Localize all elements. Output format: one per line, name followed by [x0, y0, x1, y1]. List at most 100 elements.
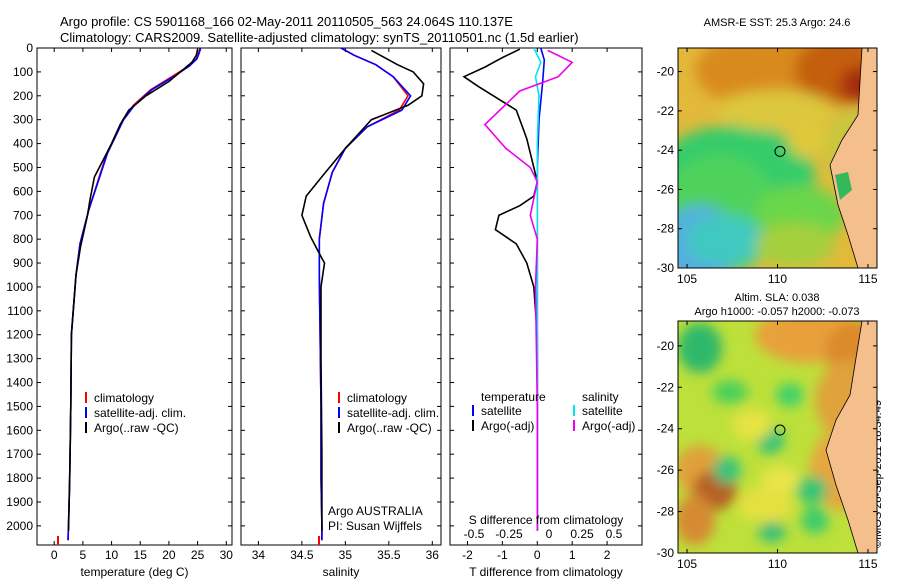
y-tick-label: 1700 — [6, 447, 33, 461]
s-tick-label: 0 — [546, 527, 553, 541]
map-title-sla: Altim. SLA: 0.038 — [735, 292, 820, 304]
y-tick-label: 200 — [13, 89, 33, 103]
legend-label: Argo(-adj) — [582, 419, 635, 433]
legend-label: salinity — [582, 390, 619, 404]
sst-blob — [788, 122, 828, 158]
x-tick-label: 105 — [677, 557, 697, 571]
panel-temperature: 0 5 10 15 20 25 300100200300400500600700800900… — [6, 41, 233, 579]
x-tick-label: 20 — [162, 548, 176, 562]
plot-title-line1: Argo profile: CS 5901168_166 02-May-2011… — [60, 14, 513, 29]
y-tick-label: 1400 — [6, 376, 33, 390]
y-tick-label: 400 — [13, 137, 33, 151]
x-tick-label: 105 — [677, 272, 697, 286]
sla-blob — [713, 456, 741, 484]
y-tick-label: -26 — [657, 182, 675, 196]
y-tick-label: 100 — [13, 65, 33, 79]
plot-frame — [449, 47, 643, 546]
y-tick-label: -24 — [657, 143, 675, 157]
y-tick-label: -24 — [657, 422, 675, 436]
x-tick-label: 34 — [252, 548, 266, 562]
y-tick-label: -26 — [657, 463, 675, 477]
x-tick-label: -1 — [497, 548, 508, 562]
s-tick-label: 0.5 — [606, 527, 623, 541]
panel-salinity: 34 34.5 35 35.5 36 salinity — [240, 47, 442, 579]
plot-title-line2: Climatology: CARS2009. Satellite-adjuste… — [60, 30, 579, 45]
y-tick-label: -22 — [657, 104, 675, 118]
argo-location-marker — [774, 424, 786, 436]
x-tick-label: 0 — [51, 548, 58, 562]
sst-blob — [755, 223, 835, 267]
sla-blob — [796, 476, 828, 504]
legend-label: climatology — [94, 391, 154, 405]
x-tick-label: 115 — [858, 272, 877, 286]
y-tick-label: 1200 — [6, 328, 33, 342]
plot-frame — [36, 47, 233, 546]
legend-label: Argo(..raw -QC) — [347, 421, 432, 435]
sla-blob — [776, 383, 804, 407]
y-tick-label: 600 — [13, 184, 33, 198]
plot-frame — [240, 47, 442, 546]
y-tick-label: 1900 — [6, 495, 33, 509]
map-title-sst: AMSR-E SST: 25.3 Argo: 24.6 — [704, 17, 851, 29]
annotation-line1: Argo AUSTRALIA — [328, 504, 423, 518]
map-sst_map: 105 110 115 -20 -22 -24 -26 -28 -30 — [657, 47, 878, 286]
map-field — [678, 48, 877, 268]
x-tick-label: 35.5 — [377, 548, 401, 562]
y-tick-label: -30 — [657, 546, 675, 560]
y-tick-label: -22 — [657, 380, 675, 394]
y-tick-label: 500 — [13, 160, 33, 174]
legend-label: satellite-adj. clim. — [94, 406, 186, 420]
sla-blob — [678, 495, 715, 545]
s-tick-label: 0.25 — [570, 527, 594, 541]
legend-label: satellite — [582, 404, 623, 418]
x-tick-label: 25 — [191, 548, 205, 562]
legend-label: Argo(..raw -QC) — [94, 421, 179, 435]
x-axis-label: T difference from climatology — [469, 565, 623, 579]
y-tick-label: 1500 — [6, 399, 33, 413]
x-tick-label: 5 — [80, 548, 87, 562]
legend-label: satellite-adj. clim. — [347, 406, 439, 420]
x-tick-label: 36 — [426, 548, 440, 562]
s-axis-label: S difference from climatology — [469, 513, 624, 527]
legend-label: climatology — [347, 391, 407, 405]
x-tick-label: 110 — [768, 272, 787, 286]
map-field — [678, 321, 877, 553]
y-tick-label: 2000 — [6, 519, 33, 533]
x-tick-label: 2 — [604, 548, 611, 562]
x-tick-label: 0 — [534, 548, 541, 562]
legend-label: temperature — [481, 390, 546, 404]
y-tick-label: 800 — [13, 232, 33, 246]
x-tick-label: 115 — [858, 557, 877, 571]
y-tick-label: 900 — [13, 256, 33, 270]
x-tick-label: 35 — [339, 548, 353, 562]
sla-blob — [760, 466, 800, 494]
land-australia — [825, 321, 877, 553]
legend-label: satellite — [481, 404, 522, 418]
s-tick-label: -0.5 — [464, 527, 485, 541]
annotation-line2: PI: Susan Wijffels — [328, 519, 422, 533]
y-tick-label: 1300 — [6, 352, 33, 366]
y-tick-label: -28 — [657, 222, 675, 236]
land-australia — [829, 48, 877, 268]
legend-label: Argo(-adj) — [481, 419, 534, 433]
y-tick-label: 300 — [13, 113, 33, 127]
y-tick-label: 1800 — [6, 471, 33, 485]
x-tick-label: 10 — [105, 548, 119, 562]
y-tick-label: -30 — [657, 261, 675, 275]
sst-inlet — [835, 172, 852, 200]
map-subtitle-sla: Argo h1000: -0.057 h2000: -0.073 — [694, 306, 859, 318]
y-tick-label: -20 — [657, 65, 675, 79]
sst-blob — [685, 215, 765, 265]
series-line-s-argo-adj- — [483, 49, 574, 531]
x-axis-label: temperature (deg C) — [80, 565, 188, 579]
panel-difference: -2 -1 0 1 2 T difference from climatology — [449, 47, 643, 579]
sla-blob — [758, 522, 786, 542]
sst-blob — [715, 90, 835, 130]
x-axis-label: salinity — [323, 565, 360, 579]
y-tick-label: -28 — [657, 505, 675, 519]
y-tick-label: 700 — [13, 208, 33, 222]
x-tick-label: -2 — [462, 548, 473, 562]
sla-blob — [712, 380, 748, 404]
sla-blob — [732, 409, 772, 441]
